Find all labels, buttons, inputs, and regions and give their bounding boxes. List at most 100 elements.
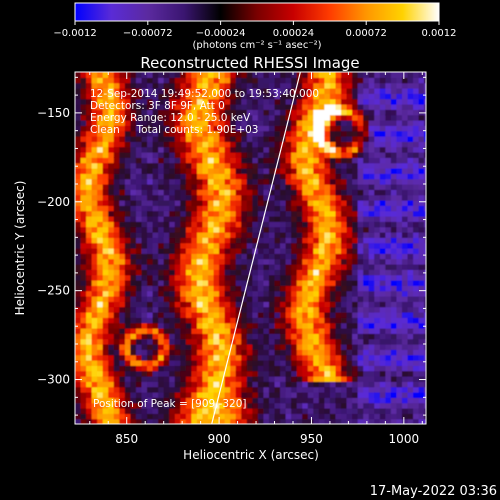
heatmap-cell: [219, 114, 226, 121]
heatmap-cell: [280, 392, 287, 398]
heatmap-cell: [263, 381, 270, 388]
heatmap-cell: [219, 136, 226, 142]
heatmap-cell: [158, 178, 165, 185]
heatmap-cell: [174, 152, 181, 158]
heatmap-cell: [213, 349, 220, 356]
heatmap-cell: [241, 125, 248, 132]
heatmap-cell: [291, 360, 298, 366]
heatmap-cell: [407, 274, 414, 281]
heatmap-cell: [385, 136, 392, 142]
heatmap-cell: [213, 226, 220, 233]
heatmap-cell: [119, 184, 126, 190]
heatmap-cell: [102, 184, 109, 190]
heatmap-cell: [119, 141, 126, 148]
heatmap-cell: [257, 290, 265, 297]
heatmap-cell: [424, 333, 426, 340]
heatmap-cell: [396, 130, 403, 137]
heatmap-cell: [202, 312, 209, 318]
heatmap-cell: [191, 381, 198, 388]
heatmap-cell: [91, 253, 98, 260]
heatmap-cell: [363, 173, 370, 180]
heatmap-cell: [235, 264, 242, 270]
heatmap-cell: [335, 125, 342, 132]
heatmap-cell: [263, 226, 270, 233]
heatmap-cell: [418, 285, 425, 292]
heatmap-cell: [357, 370, 364, 377]
heatmap-cell: [75, 237, 82, 244]
heatmap-cell: [313, 88, 320, 94]
heatmap-cell: [346, 301, 353, 308]
heatmap-cell: [341, 200, 348, 206]
heatmap-cell: [246, 173, 253, 180]
heatmap-cell: [174, 413, 181, 420]
heatmap-cell: [230, 376, 237, 382]
heatmap-cell: [158, 152, 165, 158]
heatmap-cell: [174, 72, 181, 78]
heatmap-cell: [346, 328, 353, 334]
heatmap-cell: [418, 258, 425, 265]
heatmap-cell: [80, 168, 87, 174]
heatmap-cell: [241, 146, 248, 153]
heatmap-cell: [313, 285, 320, 292]
heatmap-cell: [285, 328, 292, 334]
heatmap-cell: [318, 194, 325, 201]
heatmap-cell: [174, 360, 181, 366]
heatmap-cell: [396, 98, 403, 105]
heatmap-cell: [208, 77, 215, 84]
heatmap-cell: [379, 290, 386, 297]
heatmap-cell: [169, 354, 176, 361]
heatmap-cell: [124, 82, 132, 89]
heatmap-cell: [285, 285, 292, 292]
heatmap-cell: [263, 397, 270, 404]
heatmap-cell: [313, 93, 320, 100]
heatmap-cell: [97, 264, 104, 270]
heatmap-cell: [407, 285, 414, 292]
heatmap-cell: [407, 258, 414, 265]
heatmap-cell: [346, 200, 353, 206]
heatmap-cell: [119, 130, 126, 137]
heatmap-cell: [113, 386, 120, 393]
heatmap-cell: [97, 360, 104, 366]
heatmap-cell: [296, 274, 303, 281]
heatmap-cell: [169, 120, 176, 126]
heatmap-cell: [91, 280, 98, 286]
heatmap-cell: [202, 402, 209, 409]
heatmap-cell: [141, 333, 148, 340]
heatmap-cell: [113, 328, 120, 334]
heatmap-cell: [424, 146, 426, 153]
heatmap-cell: [185, 210, 192, 217]
heatmap-cell: [274, 338, 281, 345]
heatmap-cell: [357, 248, 364, 254]
heatmap-cell: [185, 253, 192, 260]
heatmap-cell: [374, 376, 381, 382]
heatmap-cell: [108, 146, 115, 153]
heatmap-cell: [246, 93, 253, 100]
heatmap-cell: [102, 269, 109, 276]
heatmap-cell: [75, 274, 82, 281]
heatmap-cell: [407, 333, 414, 340]
heatmap-cell: [108, 322, 115, 329]
heatmap-cell: [75, 418, 82, 424]
heatmap-cell: [324, 184, 331, 190]
heatmap-cell: [379, 381, 386, 388]
heatmap-cell: [208, 104, 215, 110]
heatmap-cell: [97, 146, 104, 153]
heatmap-cell: [80, 221, 87, 228]
heatmap-cell: [285, 189, 292, 196]
heatmap-cell: [208, 136, 215, 142]
heatmap-cell: [318, 296, 325, 302]
heatmap-cell: [224, 120, 231, 126]
heatmap-cell: [385, 333, 392, 340]
heatmap-cell: [329, 370, 337, 377]
heatmap-cell: [158, 114, 165, 121]
heatmap-cell: [147, 258, 154, 265]
heatmap-cell: [257, 328, 265, 334]
heatmap-cell: [324, 301, 331, 308]
heatmap-cell: [102, 264, 109, 270]
heatmap-cell: [113, 232, 120, 238]
heatmap-cell: [230, 168, 237, 174]
heatmap-cell: [329, 93, 337, 100]
heatmap-cell: [202, 189, 209, 196]
heatmap-cell: [147, 205, 154, 212]
heatmap-cell: [97, 253, 104, 260]
